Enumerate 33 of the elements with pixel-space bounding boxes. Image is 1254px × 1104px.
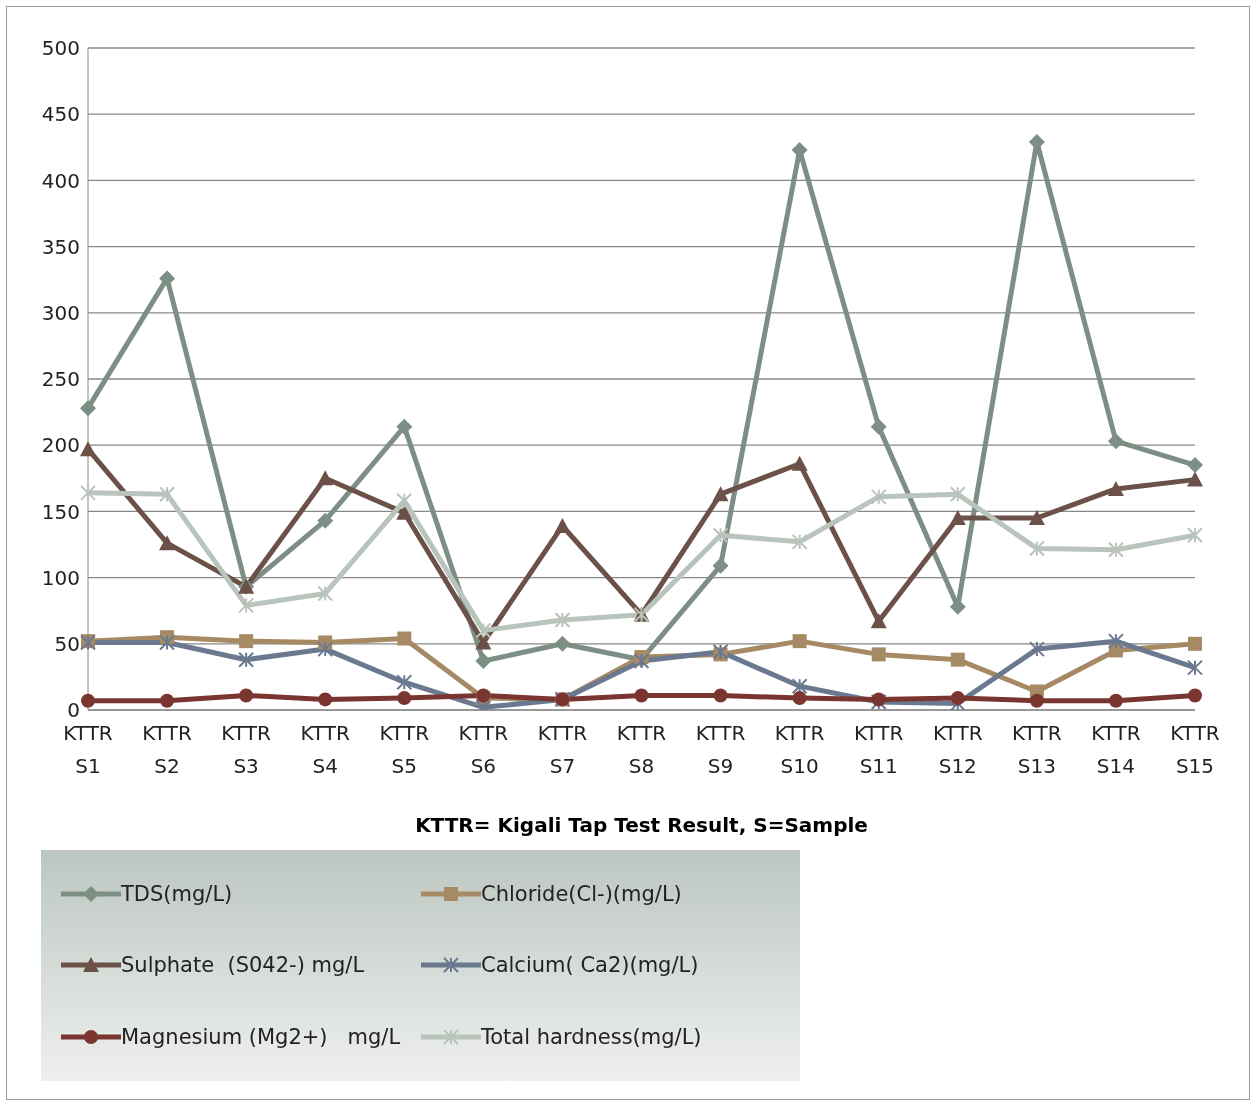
y-tick-label: 350: [41, 234, 80, 259]
legend-label: Calcium( Ca2)(mg/L): [481, 953, 699, 978]
x-tick-label: KTTR S7: [537, 721, 588, 778]
y-tick-label: 50: [54, 631, 80, 656]
y-tick-label: 250: [41, 367, 80, 392]
x-tick-label: KTTR S4: [300, 721, 351, 778]
x-tick-label: KTTR S10: [774, 721, 825, 778]
y-tick-label: 450: [41, 102, 80, 127]
legend-label: TDS(mg/L): [121, 881, 233, 906]
x-tick-label: KTTR S6: [458, 721, 509, 778]
legend-label: Magnesium (Mg2+) mg/L: [121, 1025, 401, 1050]
y-tick-label: 300: [41, 300, 80, 325]
legend-label: Total hardness(mg/L): [481, 1025, 702, 1050]
x-tick-label: KTTR S15: [1170, 721, 1220, 778]
x-tick-label: KTTR S2: [142, 721, 192, 778]
x-tick-label: KTTR S12: [933, 721, 983, 778]
x-tick-label: KTTR S5: [379, 721, 430, 778]
y-tick-label: 200: [41, 433, 80, 458]
x-tick-label: KTTR S1: [63, 721, 113, 778]
y-tick-label: 400: [41, 168, 80, 193]
x-axis-title: KTTR= Kigali Tap Test Result, S=Sample: [415, 813, 868, 837]
x-tick-label: KTTR S13: [1012, 721, 1062, 778]
x-tick-label: KTTR S14: [1091, 721, 1141, 778]
y-tick-label: 500: [41, 36, 80, 61]
y-tick-label: 0: [67, 698, 80, 723]
legend-label: Sulphate (S042-) mg/L: [121, 953, 365, 978]
x-tick-label: KTTR S11: [853, 721, 904, 778]
y-tick-label: 150: [41, 499, 80, 524]
legend-label: Chloride(Cl-)(mg/L): [481, 881, 682, 906]
x-tick-label: KTTR S9: [695, 721, 746, 778]
x-tick-label: KTTR S3: [221, 721, 272, 778]
x-tick-label: KTTR S8: [616, 721, 667, 778]
y-tick-label: 100: [41, 565, 80, 590]
